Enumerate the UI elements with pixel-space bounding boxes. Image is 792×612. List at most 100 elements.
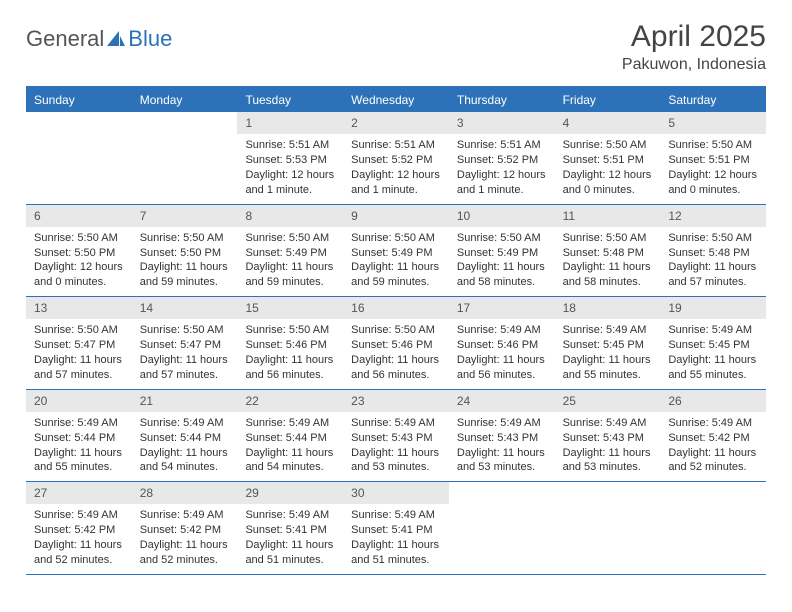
daylight-text: Daylight: 11 hours and 58 minutes. bbox=[563, 260, 653, 290]
sunset-text: Sunset: 5:52 PM bbox=[457, 153, 547, 168]
calendar-grid: SundayMondayTuesdayWednesdayThursdayFrid… bbox=[26, 86, 766, 575]
daylight-text: Daylight: 11 hours and 56 minutes. bbox=[245, 353, 335, 383]
sunset-text: Sunset: 5:50 PM bbox=[34, 246, 124, 261]
daylight-text: Daylight: 11 hours and 55 minutes. bbox=[668, 353, 758, 383]
sunrise-text: Sunrise: 5:50 AM bbox=[140, 323, 230, 338]
day-details: Sunrise: 5:49 AMSunset: 5:41 PMDaylight:… bbox=[343, 504, 449, 573]
day-number: 12 bbox=[660, 205, 766, 227]
day-number: 20 bbox=[26, 390, 132, 412]
sunrise-text: Sunrise: 5:49 AM bbox=[245, 416, 335, 431]
day-cell bbox=[555, 482, 661, 574]
month-title: April 2025 bbox=[622, 20, 766, 54]
sunrise-text: Sunrise: 5:51 AM bbox=[457, 138, 547, 153]
day-cell: 19Sunrise: 5:49 AMSunset: 5:45 PMDayligh… bbox=[660, 297, 766, 389]
sunset-text: Sunset: 5:52 PM bbox=[351, 153, 441, 168]
day-details: Sunrise: 5:49 AMSunset: 5:46 PMDaylight:… bbox=[449, 319, 555, 388]
day-cell: 25Sunrise: 5:49 AMSunset: 5:43 PMDayligh… bbox=[555, 390, 661, 482]
day-cell: 27Sunrise: 5:49 AMSunset: 5:42 PMDayligh… bbox=[26, 482, 132, 574]
day-details: Sunrise: 5:50 AMSunset: 5:46 PMDaylight:… bbox=[343, 319, 449, 388]
day-cell: 4Sunrise: 5:50 AMSunset: 5:51 PMDaylight… bbox=[555, 112, 661, 204]
sunrise-text: Sunrise: 5:49 AM bbox=[34, 416, 124, 431]
day-header: Wednesday bbox=[343, 88, 449, 112]
day-details: Sunrise: 5:49 AMSunset: 5:44 PMDaylight:… bbox=[26, 412, 132, 481]
sunset-text: Sunset: 5:51 PM bbox=[563, 153, 653, 168]
daylight-text: Daylight: 11 hours and 54 minutes. bbox=[140, 446, 230, 476]
sunset-text: Sunset: 5:46 PM bbox=[457, 338, 547, 353]
sunrise-text: Sunrise: 5:50 AM bbox=[140, 231, 230, 246]
sunrise-text: Sunrise: 5:50 AM bbox=[668, 231, 758, 246]
sunrise-text: Sunrise: 5:50 AM bbox=[351, 231, 441, 246]
day-cell bbox=[449, 482, 555, 574]
daylight-text: Daylight: 12 hours and 1 minute. bbox=[351, 168, 441, 198]
daylight-text: Daylight: 12 hours and 1 minute. bbox=[457, 168, 547, 198]
sunset-text: Sunset: 5:43 PM bbox=[351, 431, 441, 446]
daylight-text: Daylight: 11 hours and 53 minutes. bbox=[457, 446, 547, 476]
sunrise-text: Sunrise: 5:50 AM bbox=[563, 138, 653, 153]
day-cell: 9Sunrise: 5:50 AMSunset: 5:49 PMDaylight… bbox=[343, 205, 449, 297]
brand-part1: General bbox=[26, 26, 104, 52]
sunset-text: Sunset: 5:42 PM bbox=[34, 523, 124, 538]
week-row: 27Sunrise: 5:49 AMSunset: 5:42 PMDayligh… bbox=[26, 482, 766, 575]
daylight-text: Daylight: 11 hours and 54 minutes. bbox=[245, 446, 335, 476]
sunrise-text: Sunrise: 5:49 AM bbox=[351, 416, 441, 431]
daylight-text: Daylight: 11 hours and 51 minutes. bbox=[245, 538, 335, 568]
day-number: 13 bbox=[26, 297, 132, 319]
sunrise-text: Sunrise: 5:49 AM bbox=[34, 508, 124, 523]
sunset-text: Sunset: 5:48 PM bbox=[563, 246, 653, 261]
sunset-text: Sunset: 5:44 PM bbox=[140, 431, 230, 446]
day-cell: 11Sunrise: 5:50 AMSunset: 5:48 PMDayligh… bbox=[555, 205, 661, 297]
day-number: 3 bbox=[449, 112, 555, 134]
week-row: 6Sunrise: 5:50 AMSunset: 5:50 PMDaylight… bbox=[26, 205, 766, 298]
daylight-text: Daylight: 11 hours and 56 minutes. bbox=[457, 353, 547, 383]
sunrise-text: Sunrise: 5:50 AM bbox=[245, 231, 335, 246]
day-cell: 29Sunrise: 5:49 AMSunset: 5:41 PMDayligh… bbox=[237, 482, 343, 574]
day-details: Sunrise: 5:50 AMSunset: 5:49 PMDaylight:… bbox=[237, 227, 343, 296]
daylight-text: Daylight: 12 hours and 0 minutes. bbox=[34, 260, 124, 290]
day-details: Sunrise: 5:49 AMSunset: 5:43 PMDaylight:… bbox=[449, 412, 555, 481]
day-number: 17 bbox=[449, 297, 555, 319]
day-details: Sunrise: 5:50 AMSunset: 5:47 PMDaylight:… bbox=[26, 319, 132, 388]
day-number: 8 bbox=[237, 205, 343, 227]
day-details: Sunrise: 5:50 AMSunset: 5:50 PMDaylight:… bbox=[132, 227, 238, 296]
brand-logo: General Blue bbox=[26, 26, 172, 52]
day-number: 24 bbox=[449, 390, 555, 412]
daylight-text: Daylight: 11 hours and 57 minutes. bbox=[34, 353, 124, 383]
sunset-text: Sunset: 5:44 PM bbox=[34, 431, 124, 446]
day-details: Sunrise: 5:49 AMSunset: 5:44 PMDaylight:… bbox=[237, 412, 343, 481]
sunrise-text: Sunrise: 5:50 AM bbox=[563, 231, 653, 246]
sunrise-text: Sunrise: 5:50 AM bbox=[457, 231, 547, 246]
day-details: Sunrise: 5:51 AMSunset: 5:52 PMDaylight:… bbox=[449, 134, 555, 203]
day-details: Sunrise: 5:50 AMSunset: 5:46 PMDaylight:… bbox=[237, 319, 343, 388]
day-number: 23 bbox=[343, 390, 449, 412]
day-cell bbox=[26, 112, 132, 204]
sunset-text: Sunset: 5:45 PM bbox=[668, 338, 758, 353]
sunset-text: Sunset: 5:43 PM bbox=[457, 431, 547, 446]
day-details: Sunrise: 5:50 AMSunset: 5:49 PMDaylight:… bbox=[343, 227, 449, 296]
daylight-text: Daylight: 11 hours and 51 minutes. bbox=[351, 538, 441, 568]
sunset-text: Sunset: 5:47 PM bbox=[34, 338, 124, 353]
day-number: 19 bbox=[660, 297, 766, 319]
day-details: Sunrise: 5:49 AMSunset: 5:41 PMDaylight:… bbox=[237, 504, 343, 573]
day-details: Sunrise: 5:51 AMSunset: 5:53 PMDaylight:… bbox=[237, 134, 343, 203]
day-number: 26 bbox=[660, 390, 766, 412]
day-details: Sunrise: 5:49 AMSunset: 5:45 PMDaylight:… bbox=[660, 319, 766, 388]
sunrise-text: Sunrise: 5:49 AM bbox=[668, 323, 758, 338]
sunset-text: Sunset: 5:48 PM bbox=[668, 246, 758, 261]
day-cell: 14Sunrise: 5:50 AMSunset: 5:47 PMDayligh… bbox=[132, 297, 238, 389]
day-details: Sunrise: 5:50 AMSunset: 5:51 PMDaylight:… bbox=[555, 134, 661, 203]
day-details: Sunrise: 5:50 AMSunset: 5:51 PMDaylight:… bbox=[660, 134, 766, 203]
sunrise-text: Sunrise: 5:50 AM bbox=[668, 138, 758, 153]
day-cell: 5Sunrise: 5:50 AMSunset: 5:51 PMDaylight… bbox=[660, 112, 766, 204]
location-label: Pakuwon, Indonesia bbox=[622, 56, 766, 74]
day-number: 1 bbox=[237, 112, 343, 134]
daylight-text: Daylight: 11 hours and 55 minutes. bbox=[563, 353, 653, 383]
day-header: Friday bbox=[555, 88, 661, 112]
day-cell: 3Sunrise: 5:51 AMSunset: 5:52 PMDaylight… bbox=[449, 112, 555, 204]
day-cell: 12Sunrise: 5:50 AMSunset: 5:48 PMDayligh… bbox=[660, 205, 766, 297]
day-cell: 16Sunrise: 5:50 AMSunset: 5:46 PMDayligh… bbox=[343, 297, 449, 389]
page-header: General Blue April 2025 Pakuwon, Indones… bbox=[26, 20, 766, 74]
daylight-text: Daylight: 11 hours and 59 minutes. bbox=[140, 260, 230, 290]
brand-part2: Blue bbox=[128, 26, 172, 52]
sunrise-text: Sunrise: 5:50 AM bbox=[245, 323, 335, 338]
day-number: 25 bbox=[555, 390, 661, 412]
